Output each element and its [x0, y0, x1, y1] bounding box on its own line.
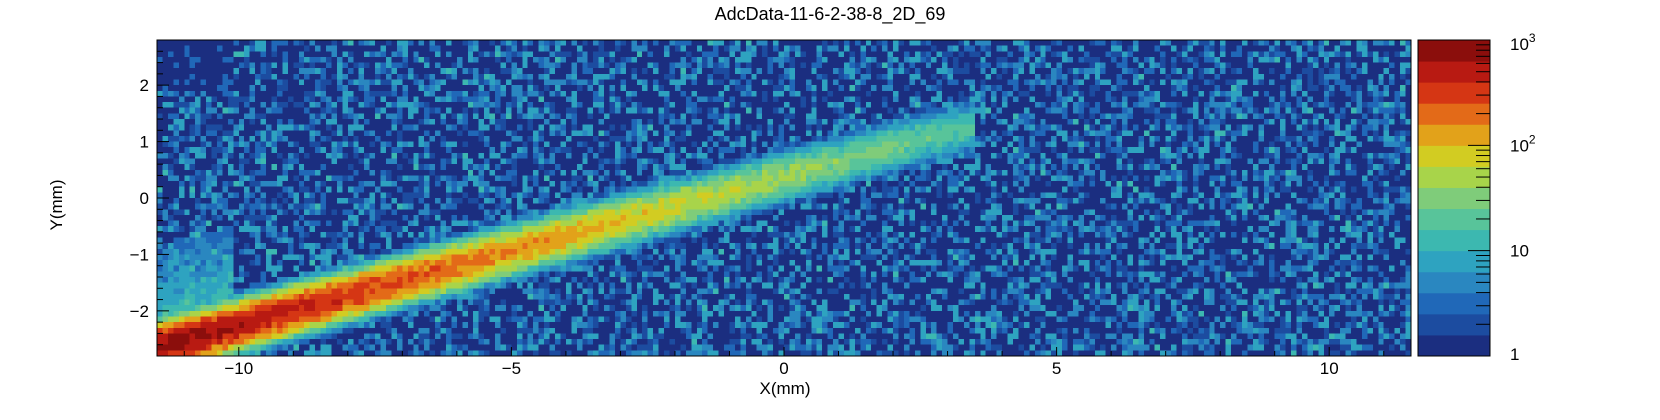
x-tick-label: −10 [224, 359, 253, 378]
heatmap-image [157, 40, 1411, 356]
colorbar-swatch [1418, 124, 1490, 146]
colorbar-tick-label: 102 [1510, 132, 1536, 155]
heatmap-cells [157, 40, 1411, 356]
y-tick-label: 2 [140, 76, 149, 95]
colorbar-tick-label: 103 [1510, 31, 1536, 54]
x-tick-label: 0 [779, 359, 788, 378]
colorbar-swatch [1418, 313, 1490, 336]
colorbar-swatch [1418, 61, 1490, 83]
colorbar-swatch [1418, 271, 1490, 294]
colorbar-swatch [1418, 208, 1490, 231]
colorbar-tick-label: 1 [1510, 345, 1519, 364]
colorbar-swatch [1418, 103, 1490, 125]
y-tick-label: −1 [130, 245, 149, 264]
y-tick-label: 1 [140, 133, 149, 152]
colorbar-swatch [1418, 166, 1490, 188]
colorbar-swatch [1418, 334, 1490, 357]
x-tick-label: 5 [1052, 359, 1061, 378]
colorbar-swatch [1418, 292, 1490, 315]
chart-title: AdcData-11-6-2-38-8_2D_69 [714, 4, 946, 24]
x-axis-label: X(mm) [760, 379, 811, 398]
y-axis-label: Y(mm) [47, 180, 66, 231]
y-tick-label: 0 [140, 189, 149, 208]
colorbar: 1 10 102 103 [1417, 31, 1536, 364]
colorbar-swatch [1418, 187, 1490, 210]
x-tick-label: 10 [1320, 359, 1339, 378]
y-tick-label: −2 [130, 302, 149, 321]
colorbar-swatch [1418, 40, 1490, 62]
colorbar-swatch [1418, 250, 1490, 273]
colorbar-border [1417, 39, 1491, 357]
colorbar-swatch [1418, 229, 1490, 252]
colorbar-swatch [1418, 145, 1490, 167]
colorbar-swatch [1418, 82, 1490, 104]
x-tick-label: −5 [502, 359, 521, 378]
colorbar-tick-label: 10 [1510, 242, 1529, 261]
